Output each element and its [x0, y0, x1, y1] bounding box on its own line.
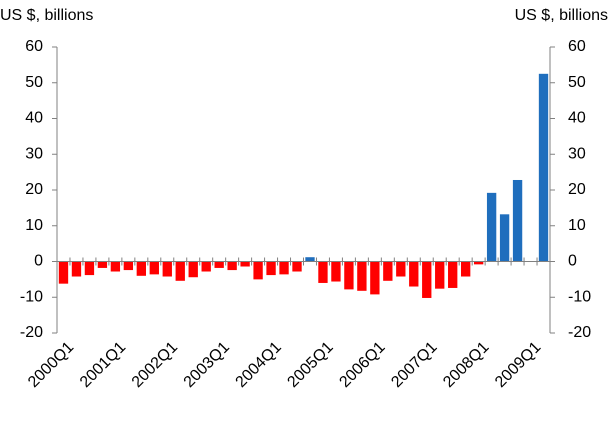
bar	[123, 261, 134, 271]
y2-tick-label: -10	[568, 288, 591, 305]
y2-tick-label: -20	[568, 324, 591, 341]
y2-tick-label: 10	[568, 217, 586, 234]
y-tick-label: 30	[25, 145, 43, 162]
y2-tick-label: 50	[568, 74, 586, 91]
bar	[396, 261, 406, 277]
y2-tick-label: 40	[568, 110, 586, 127]
x-tick-label: 2004Q1	[233, 339, 285, 391]
y2-axis-label: US $, billions	[515, 7, 608, 24]
y-axis-label: US $, billions	[0, 7, 93, 24]
y-tick-label: -10	[20, 288, 43, 305]
bar	[188, 261, 198, 278]
bar	[461, 261, 471, 277]
bar	[279, 261, 289, 275]
bar	[344, 261, 354, 290]
y-tick-label: -20	[20, 324, 43, 341]
x-tick-label: 2007Q1	[388, 339, 440, 391]
y-tick-label: 20	[25, 181, 43, 198]
bar	[110, 261, 121, 272]
bar	[305, 257, 315, 262]
y-tick-label: 10	[25, 217, 43, 234]
y2-tick-label: 20	[568, 181, 586, 198]
y-tick-label: 0	[34, 253, 43, 270]
bar	[331, 261, 341, 282]
x-tick-label: 2009Q1	[492, 339, 544, 391]
bar	[486, 192, 497, 262]
bar	[240, 261, 250, 267]
bar	[370, 261, 380, 295]
bar	[58, 261, 69, 284]
x-tick-label: 2000Q1	[25, 339, 77, 391]
bar	[253, 261, 263, 280]
y2-tick-label: 30	[568, 145, 586, 162]
bar	[214, 261, 224, 268]
y-tick-label: 60	[25, 38, 43, 55]
bar	[435, 261, 445, 289]
bar	[136, 261, 146, 276]
bar	[84, 261, 95, 276]
bar	[448, 261, 458, 288]
x-tick-label: 2005Q1	[284, 339, 336, 391]
x-tick-label: 2006Q1	[336, 339, 388, 391]
x-tick-label: 2008Q1	[440, 339, 492, 391]
bar	[383, 261, 393, 281]
bar	[201, 261, 211, 272]
bar	[499, 214, 510, 262]
bar	[318, 261, 328, 283]
bar	[409, 261, 419, 287]
y2-tick-label: 60	[568, 38, 586, 55]
bar	[357, 261, 367, 291]
x-tick-label: 2003Q1	[181, 339, 233, 391]
bar	[538, 73, 549, 262]
bar	[71, 261, 82, 277]
bar	[175, 261, 185, 281]
y2-tick-label: 0	[568, 253, 577, 270]
x-tick-label: 2002Q1	[129, 339, 181, 391]
y-tick-label: 40	[25, 110, 43, 127]
bar	[512, 179, 523, 262]
bar	[422, 261, 432, 298]
bar	[292, 261, 302, 272]
bar	[266, 261, 276, 276]
bar	[473, 261, 484, 265]
bar	[227, 261, 237, 271]
y-tick-label: 50	[25, 74, 43, 91]
x-tick-label: 2001Q1	[77, 339, 129, 391]
bar	[162, 261, 172, 277]
bar	[149, 261, 159, 275]
bar	[97, 261, 108, 268]
